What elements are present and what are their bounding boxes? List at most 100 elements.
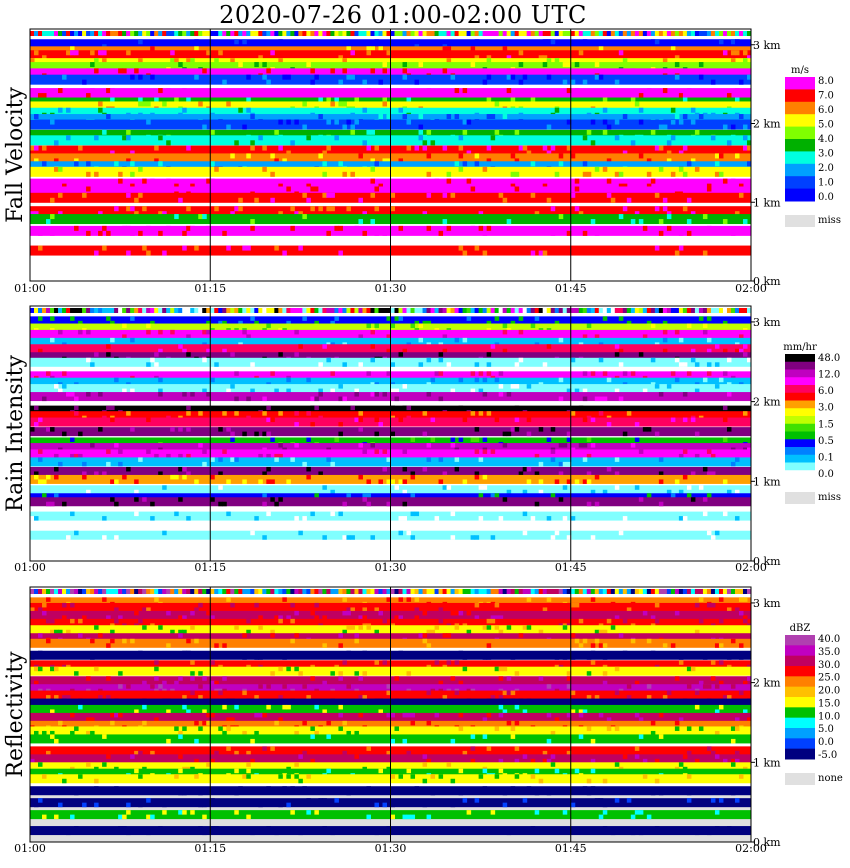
data-cell (454, 660, 460, 665)
data-cell (78, 589, 83, 594)
data-cell (62, 183, 67, 189)
data-cell (554, 171, 560, 177)
data-cell (234, 371, 239, 376)
data-cell (342, 396, 347, 402)
data-cell (714, 344, 720, 349)
data-cell (230, 308, 235, 313)
data-cell (366, 323, 371, 329)
data-cell (482, 250, 488, 256)
data-cell (286, 774, 291, 779)
height-tick-label: 0 km (753, 555, 781, 568)
data-cell (278, 211, 283, 217)
data-cell (482, 625, 488, 630)
data-cell (554, 31, 560, 36)
colorbar-missing (785, 492, 815, 504)
data-cell (566, 676, 572, 681)
data-cell (742, 344, 748, 349)
data-cell (734, 153, 740, 159)
data-cell (202, 388, 207, 394)
data-cell (54, 308, 59, 313)
data-cell (546, 74, 552, 80)
data-cell (698, 74, 704, 80)
data-cell (46, 695, 51, 700)
data-cell (582, 308, 588, 313)
data-cell (78, 698, 83, 704)
data-cell (110, 589, 115, 594)
data-cell (566, 479, 572, 484)
data-cell (422, 589, 428, 594)
data-cell (706, 602, 712, 608)
data-cell (30, 607, 35, 612)
data-cell (30, 31, 35, 36)
data-cell (274, 245, 279, 251)
data-cell (162, 485, 167, 490)
data-cell (638, 734, 644, 739)
data-cell (542, 607, 548, 612)
data-cell (242, 124, 247, 130)
data-cell (206, 698, 211, 704)
data-cell (62, 698, 67, 704)
data-cell (54, 140, 59, 146)
data-cell (338, 384, 343, 389)
data-cell (166, 140, 171, 146)
data-cell (590, 643, 596, 648)
data-cell (430, 417, 436, 423)
data-cell (374, 161, 379, 167)
data-cell (262, 62, 267, 68)
data-cell (554, 58, 560, 64)
data-cell (54, 695, 59, 700)
data-cell (598, 411, 604, 416)
data-cell (722, 31, 728, 36)
data-cell (558, 308, 564, 313)
data-cell (406, 712, 412, 718)
data-cell (274, 129, 279, 135)
data-cell (506, 690, 512, 696)
data-cell (150, 320, 155, 326)
data-cell (438, 774, 444, 779)
data-cell (626, 411, 632, 416)
data-cell (278, 497, 283, 502)
data-cell (382, 660, 387, 665)
data-cell (478, 225, 484, 231)
data-cell (714, 810, 720, 815)
data-cell (402, 516, 408, 521)
data-cell (666, 489, 672, 495)
data-cell (250, 362, 255, 367)
data-cell (638, 219, 644, 225)
data-cell (302, 684, 307, 689)
panel-ylabel: Reflectivity (3, 651, 28, 778)
data-cell (498, 308, 504, 313)
data-cell (430, 140, 436, 146)
data-cell (554, 308, 560, 313)
data-cell (642, 388, 648, 394)
data-cell (130, 74, 135, 80)
data-cell (394, 615, 400, 620)
data-cell (294, 329, 299, 335)
data-cell (298, 671, 303, 676)
data-cell (110, 497, 115, 502)
data-cell (386, 316, 391, 321)
data-cell (218, 690, 223, 696)
data-cell (370, 589, 375, 594)
data-cell (602, 31, 608, 36)
data-cell (182, 615, 187, 620)
data-cell (382, 230, 387, 236)
data-cell (82, 308, 87, 313)
data-cell (682, 93, 688, 99)
colorbar-label: 12.0 (818, 370, 840, 381)
data-cell (558, 31, 564, 36)
data-cell (350, 535, 355, 540)
data-cell (302, 124, 307, 130)
data-cell (738, 348, 744, 354)
data-cell (706, 31, 712, 36)
data-cell (466, 119, 472, 125)
data-cell (514, 31, 520, 36)
data-cell (358, 417, 363, 423)
data-cell (418, 323, 424, 329)
data-cell (302, 516, 307, 521)
data-cell (66, 31, 71, 36)
data-cell (642, 610, 648, 616)
data-cell (58, 31, 63, 36)
data-cell (86, 676, 91, 681)
data-cell (262, 589, 267, 594)
